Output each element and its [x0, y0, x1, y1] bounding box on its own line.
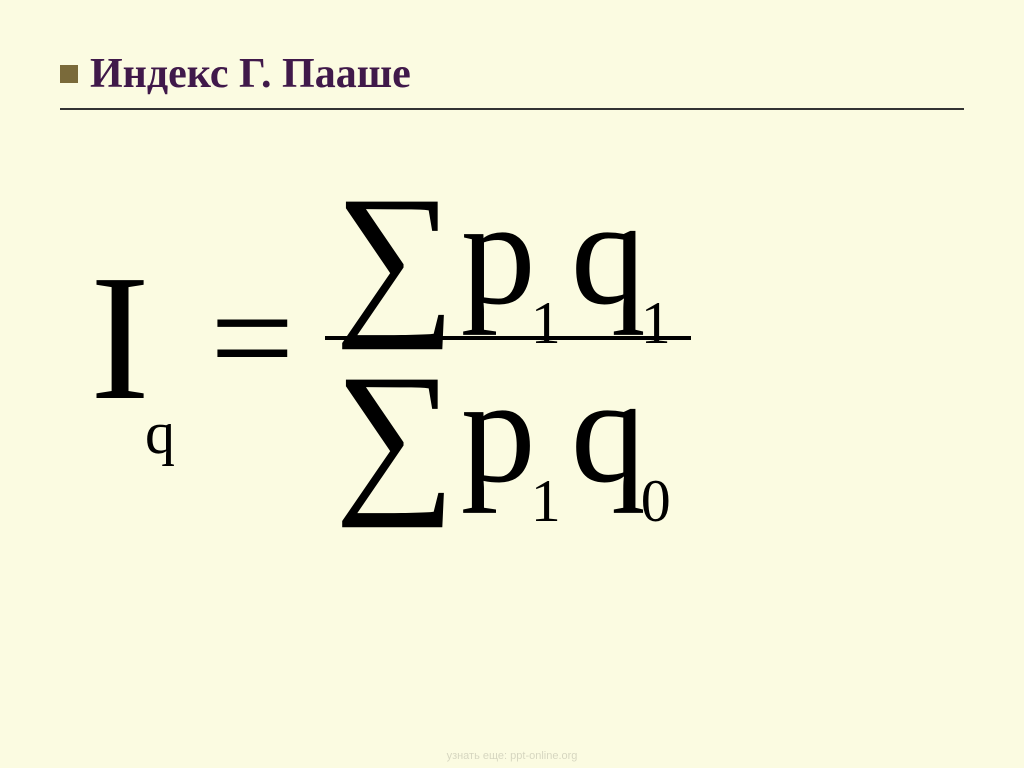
numerator-var2: q	[571, 178, 646, 328]
numerator-var1: p	[461, 178, 536, 328]
fraction: ∑ p 1 q 1 ∑ p 1 q 0	[325, 170, 691, 506]
numerator-sub2: 1	[641, 293, 671, 353]
sigma-icon: ∑	[335, 180, 456, 333]
lhs-variable: I	[90, 248, 150, 428]
title-row: Индекс Г. Пааше	[60, 50, 964, 98]
equals-sign: =	[210, 263, 295, 413]
numerator: ∑ p 1 q 1	[325, 170, 691, 328]
denominator-sub1: 1	[531, 471, 561, 531]
denominator-var2: q	[571, 356, 646, 506]
formula-area: I q = ∑ p 1 q 1 ∑ p 1 q 0	[60, 170, 964, 506]
numerator-sub1: 1	[531, 293, 561, 353]
slide-title: Индекс Г. Пааше	[90, 50, 411, 98]
sigma-icon: ∑	[335, 358, 456, 511]
title-underline	[60, 108, 964, 110]
title-section: Индекс Г. Пааше	[60, 50, 964, 110]
slide-container: Индекс Г. Пааше I q = ∑ p 1 q 1 ∑ p 1 q	[0, 0, 1024, 768]
denominator-var1: p	[461, 356, 536, 506]
credit-text: узнать еще: ppt-online.org	[447, 750, 578, 762]
formula-lhs: I q	[90, 248, 180, 428]
denominator-sub2: 0	[641, 471, 671, 531]
lhs-subscript: q	[145, 399, 175, 468]
denominator: ∑ p 1 q 0	[325, 348, 691, 506]
title-bullet	[60, 65, 78, 83]
